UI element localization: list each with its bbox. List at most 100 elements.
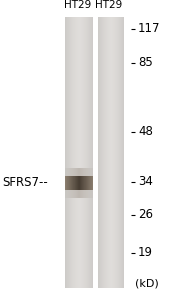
Bar — [89, 176, 90, 190]
Bar — [113, 16, 114, 288]
Bar — [78, 16, 79, 288]
Bar — [71, 176, 72, 190]
Bar — [81, 190, 82, 197]
Bar — [81, 176, 82, 190]
Bar — [67, 176, 68, 190]
Bar — [79, 190, 80, 197]
Bar — [104, 16, 105, 288]
Bar — [85, 176, 86, 190]
Bar — [65, 176, 66, 190]
Bar — [65, 190, 66, 197]
Bar — [70, 190, 71, 197]
Text: 85: 85 — [138, 56, 153, 70]
Bar — [67, 190, 68, 197]
Text: 19: 19 — [138, 246, 153, 259]
Bar — [77, 176, 78, 190]
Bar — [85, 169, 86, 176]
Bar — [75, 16, 76, 288]
Bar — [86, 190, 87, 197]
Bar — [66, 190, 67, 197]
Bar — [67, 16, 68, 288]
Bar — [88, 176, 89, 190]
Bar — [78, 190, 79, 197]
Bar — [117, 16, 118, 288]
Bar — [77, 190, 78, 197]
Bar — [91, 176, 92, 190]
Bar — [80, 176, 81, 190]
Bar — [123, 16, 124, 288]
Bar — [92, 169, 93, 176]
Bar — [70, 169, 71, 176]
Bar — [98, 16, 99, 288]
Bar — [99, 16, 100, 288]
Text: 48: 48 — [138, 125, 153, 139]
Bar — [88, 190, 89, 197]
Bar — [122, 16, 123, 288]
Bar — [102, 16, 103, 288]
Bar — [77, 169, 78, 176]
Bar — [75, 169, 76, 176]
Bar — [101, 16, 102, 288]
Bar — [83, 169, 84, 176]
Bar — [87, 190, 88, 197]
Text: SFRS7--: SFRS7-- — [2, 176, 48, 190]
Bar — [69, 176, 70, 190]
Bar — [87, 176, 88, 190]
Bar — [73, 190, 74, 197]
Bar — [67, 169, 68, 176]
Text: HT29: HT29 — [64, 0, 91, 10]
Bar — [73, 16, 74, 288]
Bar — [84, 16, 85, 288]
Bar — [71, 190, 72, 197]
Bar — [91, 16, 92, 288]
Bar — [71, 169, 72, 176]
Bar — [81, 16, 82, 288]
Bar — [80, 169, 81, 176]
Bar — [69, 16, 70, 288]
Bar — [87, 169, 88, 176]
Bar — [66, 16, 67, 288]
Bar — [65, 16, 66, 288]
Bar — [92, 16, 93, 288]
Bar — [83, 16, 84, 288]
Bar — [109, 16, 110, 288]
Bar — [86, 176, 87, 190]
Bar — [89, 169, 90, 176]
Bar — [87, 16, 88, 288]
Bar — [85, 16, 86, 288]
Text: 34: 34 — [138, 175, 153, 188]
Bar — [78, 176, 79, 190]
Bar — [88, 16, 89, 288]
Bar — [73, 169, 74, 176]
Bar — [89, 190, 90, 197]
Bar — [81, 169, 82, 176]
Bar — [88, 169, 89, 176]
Bar — [83, 190, 84, 197]
Bar — [69, 190, 70, 197]
Bar — [72, 16, 73, 288]
Bar — [106, 16, 107, 288]
Text: HT29: HT29 — [95, 0, 122, 10]
Text: 26: 26 — [138, 208, 153, 221]
Bar — [108, 16, 109, 288]
Bar — [66, 169, 67, 176]
Bar — [82, 190, 83, 197]
Bar — [118, 16, 119, 288]
Bar — [112, 16, 113, 288]
Bar — [78, 169, 79, 176]
Bar — [82, 16, 83, 288]
Bar — [83, 176, 84, 190]
Bar — [75, 176, 76, 190]
Text: 117: 117 — [138, 22, 161, 35]
Bar — [86, 169, 87, 176]
Bar — [68, 176, 69, 190]
Bar — [84, 169, 85, 176]
Bar — [105, 16, 106, 288]
Bar — [86, 16, 87, 288]
Bar — [82, 176, 83, 190]
Bar — [69, 169, 70, 176]
Bar — [84, 190, 85, 197]
Bar — [91, 169, 92, 176]
Bar — [68, 190, 69, 197]
Bar — [89, 16, 90, 288]
